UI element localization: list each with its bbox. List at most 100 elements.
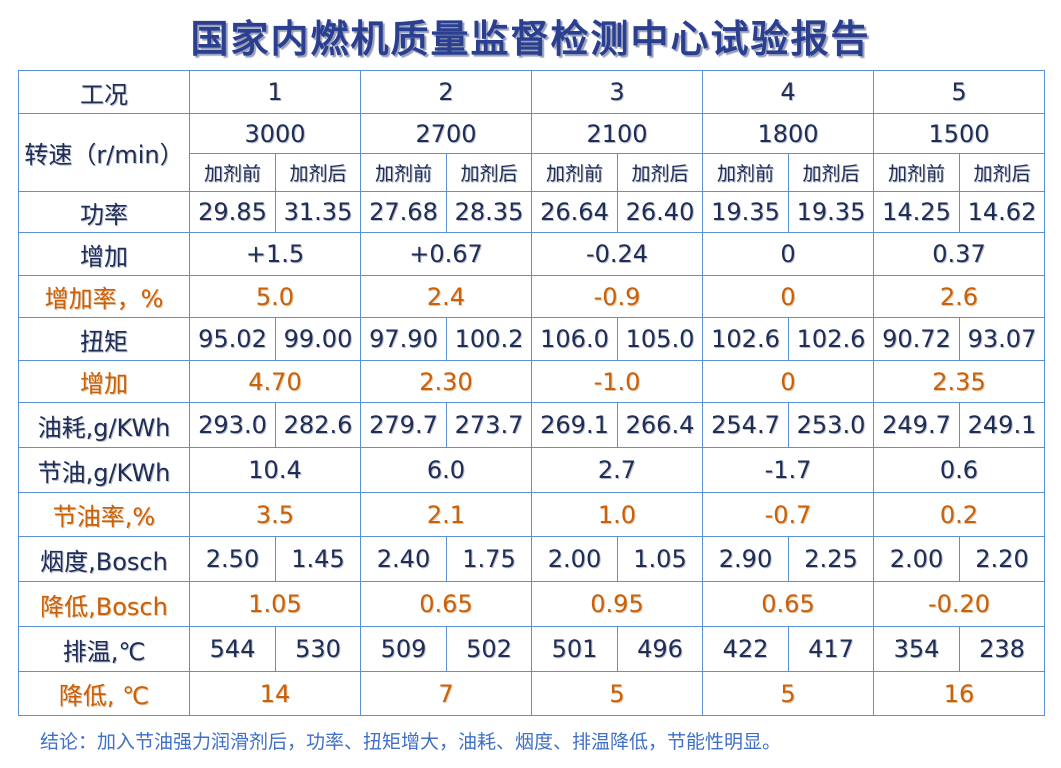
value-cell: 105.0 (617, 317, 703, 361)
after-additive-label: 加剂后 (446, 153, 532, 192)
speed-cell: 1500 (873, 113, 1045, 154)
value-cell: 2.7 (531, 447, 703, 493)
value-cell: +0.67 (360, 232, 532, 276)
value-cell: 106.0 (531, 317, 618, 361)
value-cell: 2.40 (360, 536, 447, 582)
value-cell: 27.68 (360, 191, 447, 233)
value-cell: 544 (189, 626, 276, 672)
value-cell: 0.37 (873, 232, 1045, 276)
value-cell: 279.7 (360, 402, 447, 448)
value-cell: 249.7 (873, 402, 960, 448)
value-cell: 417 (788, 626, 874, 672)
row-label: 节油率,% (18, 492, 190, 537)
value-cell: 501 (531, 626, 618, 672)
row-label: 增加 (18, 232, 190, 276)
value-cell: 5 (702, 671, 874, 716)
value-cell: 3.5 (189, 492, 361, 537)
row-label: 降低, ℃ (18, 671, 190, 716)
speed-cell: 2700 (360, 113, 532, 154)
value-cell: -0.24 (531, 232, 703, 276)
value-cell: 5 (531, 671, 703, 716)
value-cell: 422 (702, 626, 789, 672)
row-label: 排温,℃ (18, 626, 190, 672)
value-cell: 282.6 (275, 402, 361, 448)
value-cell: 97.90 (360, 317, 447, 361)
value-cell: 1.75 (446, 536, 532, 582)
data-row: 扭矩 95.02 99.00 97.90 100.2 106.0 105.0 102.6 102… (18, 317, 1045, 361)
condition-cell: 2 (360, 70, 532, 114)
value-cell: 6.0 (360, 447, 532, 493)
value-cell: 4.70 (189, 360, 361, 403)
value-cell: 266.4 (617, 402, 703, 448)
value-cell: 2.25 (788, 536, 874, 582)
data-row: 降低, ℃ 14 7 5 5 16 (18, 671, 1045, 716)
value-cell: 254.7 (702, 402, 789, 448)
condition-cell: 1 (189, 70, 361, 114)
value-cell: 1.45 (275, 536, 361, 582)
value-cell: 273.7 (446, 402, 532, 448)
value-cell: 502 (446, 626, 532, 672)
value-cell: 1.05 (189, 581, 361, 627)
value-cell: -1.7 (702, 447, 874, 493)
value-cell: 2.4 (360, 275, 532, 318)
value-cell: 253.0 (788, 402, 874, 448)
data-row: 排温,℃ 544 530 509 502 501 496 422 417 354 238 (18, 626, 1045, 672)
data-row: 降低,Bosch 1.05 0.65 0.95 0.65 -0.20 (18, 581, 1045, 627)
before-additive-label: 加剂前 (531, 153, 618, 192)
value-cell: 354 (873, 626, 960, 672)
value-cell: 0.2 (873, 492, 1045, 537)
report-title: 国家内燃机质量监督检测中心试验报告 (190, 17, 871, 61)
row-label: 扭矩 (18, 317, 190, 361)
value-cell: 14 (189, 671, 361, 716)
value-cell: 26.64 (531, 191, 618, 233)
speed-cell: 3000 (189, 113, 361, 154)
value-cell: 0.65 (702, 581, 874, 627)
value-cell: 0 (702, 360, 874, 403)
value-cell: 0 (702, 275, 874, 318)
value-cell: 7 (360, 671, 532, 716)
before-additive-label: 加剂前 (360, 153, 447, 192)
data-row: 油耗,g/KWh 293.0 282.6 279.7 273.7 269.1 266.4 25… (18, 402, 1045, 448)
before-additive-label: 加剂前 (189, 153, 276, 192)
before-additive-label: 加剂前 (702, 153, 789, 192)
condition-cell: 3 (531, 70, 703, 114)
value-cell: 2.00 (531, 536, 618, 582)
value-cell: 2.6 (873, 275, 1045, 318)
condition-cell: 4 (702, 70, 874, 114)
value-cell: -0.7 (702, 492, 874, 537)
after-additive-label: 加剂后 (959, 153, 1045, 192)
row-label: 降低,Bosch (18, 581, 190, 627)
condition-cell: 5 (873, 70, 1045, 114)
data-row: 增加率，% 5.0 2.4 -0.9 0 2.6 (18, 275, 1045, 318)
value-cell: 5.0 (189, 275, 361, 318)
value-cell: 28.35 (446, 191, 532, 233)
data-row: 增加 4.70 2.30 -1.0 0 2.35 (18, 360, 1045, 403)
value-cell: 0.6 (873, 447, 1045, 493)
value-cell: 100.2 (446, 317, 532, 361)
value-cell: 2.35 (873, 360, 1045, 403)
speed-cell: 1800 (702, 113, 874, 154)
value-cell: 530 (275, 626, 361, 672)
value-cell: -1.0 (531, 360, 703, 403)
row-label: 增加 (18, 360, 190, 403)
value-cell: 0.65 (360, 581, 532, 627)
after-additive-label: 加剂后 (275, 153, 361, 192)
speed-cell: 2100 (531, 113, 703, 154)
value-cell: 2.1 (360, 492, 532, 537)
additive-header-row: 加剂前 加剂后 加剂前 加剂后 加剂前 加剂后 加剂前 加剂后 加剂前 加剂后 (19, 153, 1045, 192)
speed-row: 转速（r/min） 3000 2700 2100 1800 1500 (18, 113, 1045, 192)
data-row: 增加 +1.5 +0.67 -0.24 0 0.37 (18, 232, 1045, 276)
value-cell: 93.07 (959, 317, 1045, 361)
conclusion-text: 结论：加入节油强力润滑剂后，功率、扭矩增大，油耗、烟度、排温降低，节能性明显。 (40, 731, 782, 753)
value-cell: 509 (360, 626, 447, 672)
value-cell: 269.1 (531, 402, 618, 448)
row-label: 增加率，% (18, 275, 190, 318)
data-row: 烟度,Bosch 2.50 1.45 2.40 1.75 2.00 1.05 2.90 2.25… (18, 536, 1045, 582)
test-report-table: 工况 1 2 3 4 5 转速（r/min） 3000 2700 2100 18… (18, 70, 1045, 716)
condition-label: 工况 (18, 70, 190, 114)
value-cell: 19.35 (702, 191, 789, 233)
value-cell: 2.30 (360, 360, 532, 403)
row-label: 烟度,Bosch (18, 536, 190, 582)
value-cell: 2.00 (873, 536, 960, 582)
row-label: 功率 (18, 191, 190, 233)
